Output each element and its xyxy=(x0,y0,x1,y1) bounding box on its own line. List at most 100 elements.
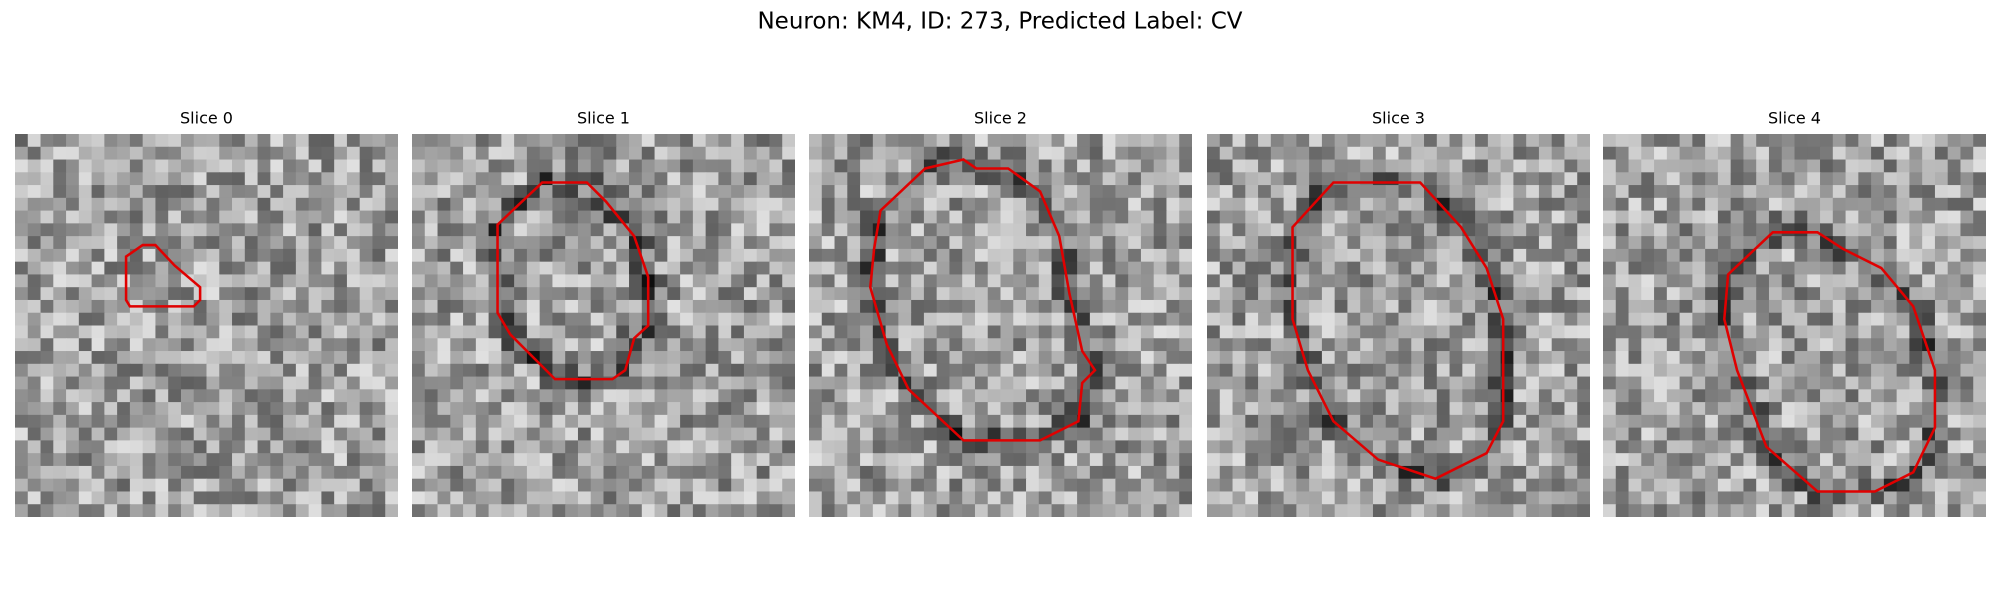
pixel xyxy=(244,453,259,467)
pixel xyxy=(1641,402,1655,416)
pixel xyxy=(450,223,464,237)
pixel xyxy=(629,312,643,327)
pixel xyxy=(667,465,681,480)
pixel xyxy=(1500,146,1515,161)
pixel xyxy=(1321,312,1336,327)
pixel xyxy=(1960,210,1974,225)
pixel xyxy=(514,223,528,237)
pixel xyxy=(1947,287,1962,301)
pixel xyxy=(1666,223,1681,237)
pixel xyxy=(1128,325,1142,339)
pixel xyxy=(219,248,233,263)
pixel xyxy=(1947,427,1962,442)
pixel xyxy=(1551,427,1566,442)
pixel xyxy=(923,427,938,442)
pixel xyxy=(847,287,861,301)
pixel xyxy=(1973,185,1986,199)
pixel xyxy=(565,427,579,442)
pixel xyxy=(1513,325,1527,339)
pixel xyxy=(1411,478,1425,493)
pixel xyxy=(1730,223,1745,237)
pixel xyxy=(66,172,80,186)
pixel xyxy=(15,312,29,327)
pixel xyxy=(1845,236,1859,250)
pixel xyxy=(872,363,887,378)
pixel xyxy=(450,274,464,288)
pixel xyxy=(809,185,823,199)
pixel xyxy=(27,325,42,339)
pixel xyxy=(40,491,54,505)
pixel xyxy=(1360,223,1374,237)
pixel xyxy=(1756,325,1770,339)
pixel xyxy=(1947,363,1962,378)
pixel xyxy=(616,440,630,454)
pixel xyxy=(616,261,630,276)
pixel xyxy=(1858,402,1872,416)
pixel xyxy=(1102,465,1117,480)
pixel xyxy=(1372,338,1387,352)
pixel xyxy=(1705,197,1719,212)
pixel xyxy=(283,363,297,378)
pixel xyxy=(1115,414,1129,429)
pixel xyxy=(731,261,745,276)
pixel xyxy=(1871,363,1885,378)
pixel xyxy=(898,210,912,225)
pixel xyxy=(1832,287,1847,301)
pixel xyxy=(654,478,668,493)
pixel xyxy=(91,338,106,352)
pixel xyxy=(129,325,144,339)
pixel xyxy=(1871,248,1885,263)
pixel xyxy=(1934,146,1949,161)
pixel xyxy=(1628,351,1642,365)
pixel xyxy=(1781,210,1796,225)
pixel xyxy=(308,465,323,480)
pixel xyxy=(1845,414,1859,429)
pixel xyxy=(949,491,963,505)
pixel xyxy=(180,478,195,493)
pixel xyxy=(1858,389,1872,403)
pixel xyxy=(91,478,106,493)
pixel xyxy=(1960,402,1974,416)
pixel xyxy=(1102,172,1117,186)
pixel xyxy=(1411,274,1425,288)
pixel xyxy=(1385,325,1400,339)
pixel xyxy=(1781,338,1796,352)
pixel xyxy=(911,185,925,199)
pixel xyxy=(1283,197,1298,212)
pixel xyxy=(1026,223,1040,237)
pixel xyxy=(1743,223,1757,237)
pixel xyxy=(1820,146,1834,161)
pixel xyxy=(1807,172,1821,186)
pixel xyxy=(193,134,208,148)
pixel xyxy=(117,440,131,454)
pixel xyxy=(1115,248,1129,263)
pixel xyxy=(219,299,233,314)
pixel xyxy=(1372,478,1387,493)
pixel xyxy=(1641,274,1655,288)
pixel xyxy=(66,440,80,454)
pixel xyxy=(1654,427,1668,442)
pixel xyxy=(809,274,823,288)
pixel xyxy=(911,299,925,314)
pixel xyxy=(616,197,630,212)
pixel xyxy=(705,299,720,314)
pixel xyxy=(78,338,93,352)
pixel xyxy=(1283,376,1298,390)
pixel xyxy=(885,427,900,442)
pixel xyxy=(641,236,656,250)
pixel xyxy=(91,325,106,339)
pixel xyxy=(974,465,989,480)
pixel xyxy=(142,312,157,327)
pixel xyxy=(1102,351,1117,365)
pixel xyxy=(359,325,374,339)
pixel xyxy=(78,248,93,263)
pixel xyxy=(308,146,323,161)
pixel xyxy=(1166,236,1180,250)
pixel xyxy=(1730,440,1745,454)
pixel xyxy=(1166,440,1180,454)
pixel xyxy=(1038,236,1053,250)
pixel xyxy=(603,351,617,365)
pixel xyxy=(1334,312,1349,327)
pixel xyxy=(1807,185,1821,199)
figure-title: Neuron: KM4, ID: 273, Predicted Label: C… xyxy=(757,9,1242,35)
